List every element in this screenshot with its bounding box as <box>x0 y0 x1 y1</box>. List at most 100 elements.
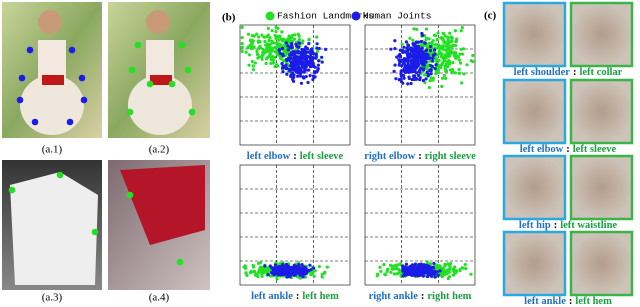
joint-name: left hip <box>519 220 551 231</box>
scatter-point <box>299 266 304 270</box>
scatter-point <box>431 56 435 60</box>
scatter-point <box>440 76 445 80</box>
scatter-point <box>453 265 457 269</box>
scatter-point <box>316 63 320 67</box>
scatter-point <box>273 263 278 267</box>
scatter-point <box>457 71 462 75</box>
scatter-point <box>406 43 410 47</box>
caption: (a.2) <box>149 144 170 156</box>
scatter-point <box>251 68 255 72</box>
patch <box>502 154 567 221</box>
separator: : <box>573 67 577 78</box>
scatter-point <box>271 58 276 62</box>
scatter-point <box>413 61 418 66</box>
scatter-plot: right elbow: right sleeve <box>364 24 476 162</box>
scatter-point <box>413 67 417 71</box>
scatter-point <box>294 55 298 59</box>
scatter-point <box>430 64 434 69</box>
scatter-point <box>408 55 412 60</box>
scatter-point <box>469 272 473 276</box>
scatter-point <box>430 59 435 63</box>
landmark-name: left sleeve <box>300 151 344 162</box>
landmark-name: left collar <box>579 67 622 78</box>
scatter-point <box>436 264 440 268</box>
scatter-point <box>423 41 427 45</box>
scatter-point <box>431 266 436 270</box>
scatter-point <box>271 267 275 271</box>
scatter-point <box>393 63 397 67</box>
scatter-point <box>243 266 248 270</box>
scatter-point <box>460 52 465 56</box>
scatter-point <box>296 45 300 49</box>
scatter-point <box>286 37 290 41</box>
scatter-point <box>411 42 415 46</box>
scatter-point <box>402 76 406 80</box>
scatter-point <box>435 270 439 274</box>
scatter-point <box>401 73 405 78</box>
scatter-point <box>441 38 445 42</box>
scatter-point <box>267 38 271 43</box>
patch <box>569 78 634 145</box>
scatter-point <box>453 29 457 33</box>
separator: : <box>421 291 425 302</box>
scatter-point <box>244 272 248 276</box>
scatter-point <box>458 61 463 65</box>
scatter-point <box>247 63 251 67</box>
scatter-point <box>400 42 404 46</box>
scatter-point <box>297 263 301 267</box>
scatter-point <box>313 65 317 69</box>
scatter-point <box>438 269 442 273</box>
keypoint <box>126 191 134 199</box>
patch-label: left elbow: left sleeve <box>520 144 617 155</box>
scatter-point <box>270 55 274 60</box>
scatter-point <box>424 77 428 81</box>
scatter-plot: left ankle: left hem <box>239 164 351 302</box>
scatter-point <box>269 274 273 278</box>
scatter-point <box>397 58 401 62</box>
scatter-point <box>404 58 409 62</box>
scatter-point <box>307 268 311 273</box>
scatter-point <box>301 269 305 273</box>
keypoint <box>134 41 142 49</box>
scatter-point <box>462 72 466 76</box>
scatter-point <box>458 268 462 273</box>
scatter-point <box>431 39 435 43</box>
scatter-point <box>404 40 408 44</box>
scatter-point <box>424 60 428 64</box>
scatter-point <box>312 266 316 270</box>
scatter-point <box>401 50 405 54</box>
scatter-point <box>255 52 259 56</box>
scatter-point <box>402 69 407 73</box>
scatter-point <box>300 70 305 74</box>
scatter-point <box>405 49 410 53</box>
scatter-point <box>317 59 321 63</box>
scatter-point <box>323 270 327 274</box>
scatter-point <box>422 67 426 71</box>
scatter-point <box>411 38 415 43</box>
patch-label: left shoulder: left collar <box>514 67 623 78</box>
scatter-point <box>266 55 270 59</box>
scatter-point <box>419 39 424 44</box>
scatter-point <box>446 276 450 281</box>
scatter-point <box>292 37 297 41</box>
scatter-point <box>422 266 426 270</box>
keypoint <box>126 108 134 116</box>
scatter-point <box>464 266 468 271</box>
scatter-point <box>442 267 446 272</box>
scatter-point <box>444 48 448 52</box>
scatter-point <box>448 54 452 58</box>
scatter-point <box>420 31 424 36</box>
scatter-point <box>448 51 452 55</box>
scatter-point <box>398 48 402 52</box>
scatter-point <box>274 29 278 34</box>
scatter-point <box>411 74 416 78</box>
scatter-point <box>267 268 271 272</box>
scatter-point <box>303 266 307 270</box>
scatter-point <box>442 58 447 63</box>
scatter-point <box>311 77 315 82</box>
scatter-point <box>297 37 302 42</box>
scatter-point <box>394 77 398 81</box>
separator: : <box>296 291 300 302</box>
scatter-point <box>438 46 442 51</box>
scatter-point <box>299 81 304 85</box>
